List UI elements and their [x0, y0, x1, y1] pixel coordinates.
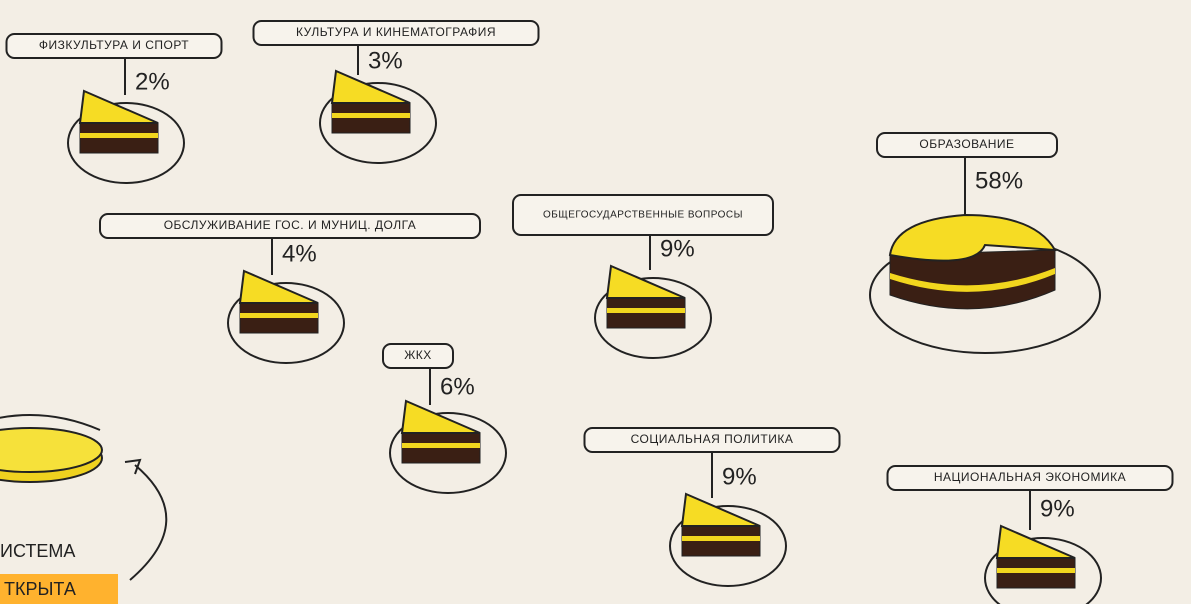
cake-top — [400, 399, 481, 434]
label-box — [876, 132, 1058, 158]
cake-body — [889, 249, 1056, 310]
cake-cream — [402, 443, 480, 448]
cake-cream — [332, 113, 410, 118]
item-percent: 9% — [1040, 495, 1075, 522]
cake-top — [238, 269, 319, 304]
cake-cream — [890, 268, 1055, 292]
label-box — [5, 33, 223, 59]
budget-item: ЖКХ 6% — [382, 343, 507, 494]
budget-item: СОЦИАЛЬНАЯ ПОЛИТИКА 9% — [583, 427, 841, 587]
item-label: ЖКХ — [404, 348, 432, 362]
plate — [319, 82, 437, 164]
budget-item: ОБРАЗОВАНИЕ 58% — [869, 132, 1101, 354]
item-label: КУЛЬТУРА И КИНЕМАТОГРАФИЯ — [296, 25, 496, 39]
cake-top — [605, 264, 686, 299]
item-label: ОБСЛУЖИВАНИЕ ГОС. И МУНИЦ. ДОЛГА — [164, 218, 417, 232]
item-percent: 58% — [975, 167, 1023, 194]
cake-top — [78, 89, 159, 124]
label-box — [252, 20, 540, 46]
cake-top — [680, 492, 761, 527]
item-percent: 9% — [722, 463, 757, 490]
item-label: ОБРАЗОВАНИЕ — [919, 137, 1014, 151]
plate — [389, 412, 507, 494]
footer-line2: ТКРЫТА — [4, 579, 76, 599]
cake-cream — [997, 568, 1075, 573]
item-label: ФИЗКУЛЬТУРА И СПОРТ — [39, 38, 189, 52]
budget-item: ОБЩЕГОСУДАРСТВЕННЫЕ ВОПРОСЫ 9% — [512, 194, 774, 359]
cake-top — [888, 213, 1057, 262]
footer-line1: ИСТЕМА — [0, 541, 75, 561]
cake-cream — [607, 308, 685, 313]
cake-cream — [682, 536, 760, 541]
cake-cream — [240, 313, 318, 318]
budget-item: НАЦИОНАЛЬНАЯ ЭКОНОМИКА 9% — [886, 465, 1174, 604]
item-percent: 9% — [660, 235, 695, 262]
plate — [669, 505, 787, 587]
item-label: СОЦИАЛЬНАЯ ПОЛИТИКА — [631, 432, 794, 446]
budget-item: КУЛЬТУРА И КИНЕМАТОГРАФИЯ 3% — [252, 20, 540, 164]
highlight — [0, 574, 118, 604]
item-percent: 6% — [440, 373, 475, 400]
budget-item: ОБСЛУЖИВАНИЕ ГОС. И МУНИЦ. ДОЛГА 4% — [99, 213, 481, 364]
label-box — [583, 427, 841, 453]
plate — [984, 537, 1102, 604]
item-label: НАЦИОНАЛЬНАЯ ЭКОНОМИКА — [934, 470, 1126, 484]
budget-item: ФИЗКУЛЬТУРА И СПОРТ 2% — [5, 33, 223, 184]
item-percent: 2% — [135, 68, 170, 95]
label-box — [512, 194, 774, 236]
item-label: ОБЩЕГОСУДАРСТВЕННЫЕ ВОПРОСЫ — [543, 210, 743, 221]
plate — [594, 277, 712, 359]
label-box — [382, 343, 454, 369]
label-box — [99, 213, 481, 239]
item-percent: 4% — [282, 240, 317, 267]
plate — [227, 282, 345, 364]
item-percent: 3% — [368, 47, 403, 74]
label-box — [886, 465, 1174, 491]
cake-cream — [80, 133, 158, 138]
cake-top — [995, 524, 1076, 559]
plate — [67, 102, 185, 184]
cake-top — [330, 69, 411, 104]
jar — [0, 414, 168, 581]
